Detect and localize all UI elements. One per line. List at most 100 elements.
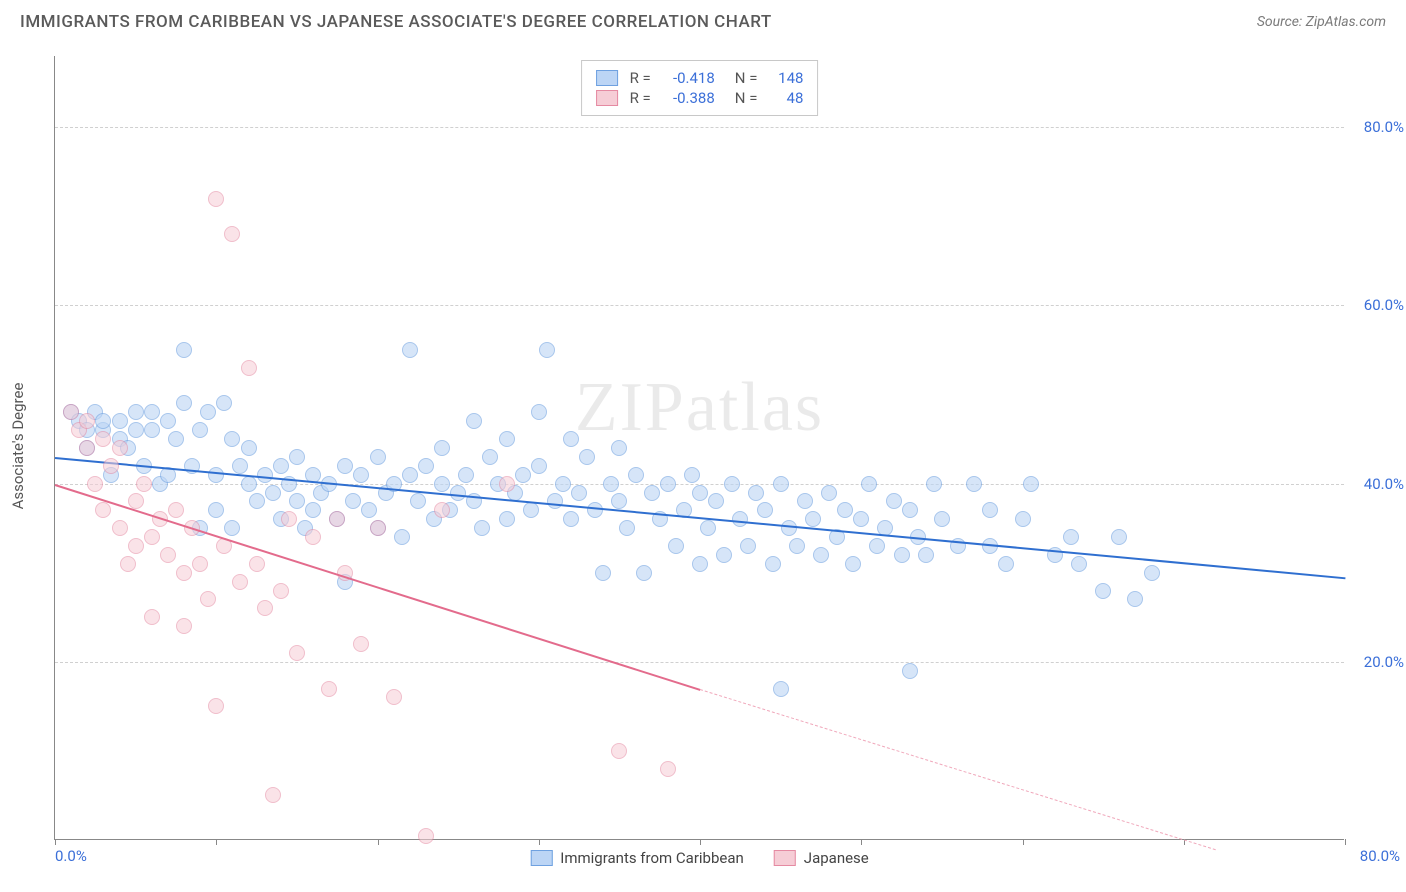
data-point [241,440,257,456]
data-point [208,191,224,207]
data-point [224,226,240,242]
data-point [112,413,128,429]
legend-item: Immigrants from Caribbean [530,849,744,867]
data-point [337,458,353,474]
watermark-text: ZIPatlas [575,368,824,448]
data-point [418,828,434,844]
data-point [555,476,571,492]
data-point [1015,511,1031,527]
data-point [644,485,660,501]
data-point [136,476,152,492]
data-point [789,538,805,554]
gridline [55,305,1344,306]
data-point [579,449,595,465]
data-point [394,529,410,545]
data-point [1095,583,1111,599]
data-point [353,636,369,652]
data-point [853,511,869,527]
data-point [95,431,111,447]
data-point [63,404,79,420]
data-point [103,458,119,474]
data-point [216,395,232,411]
n-label: N = [735,69,758,87]
data-point [273,583,289,599]
legend-swatch [596,70,618,86]
data-point [611,440,627,456]
data-point [450,485,466,501]
data-point [692,556,708,572]
data-point [773,476,789,492]
data-point [740,538,756,554]
data-point [241,476,257,492]
data-point [934,511,950,527]
data-point [200,404,216,420]
data-point [370,449,386,465]
y-tick-label: 20.0% [1349,653,1404,671]
data-point [563,511,579,527]
x-tick-mark [55,839,56,845]
data-point [402,342,418,358]
data-point [386,689,402,705]
data-point [232,574,248,590]
data-point [902,663,918,679]
legend-label: Japanese [804,849,869,867]
data-point [724,476,740,492]
data-point [208,698,224,714]
data-point [112,520,128,536]
y-tick-label: 40.0% [1349,475,1404,493]
stats-legend-row: R =-0.388N =48 [596,89,804,107]
data-point [628,467,644,483]
data-point [998,556,1014,572]
data-point [886,493,902,509]
data-point [281,511,297,527]
data-point [466,413,482,429]
n-label: N = [735,89,758,107]
data-point [87,476,103,492]
data-point [434,440,450,456]
chart-title: IMMIGRANTS FROM CARIBBEAN VS JAPANESE AS… [20,12,772,32]
data-point [716,547,732,563]
data-point [700,520,716,536]
data-point [474,520,490,536]
data-point [305,529,321,545]
data-point [869,538,885,554]
r-value: -0.418 [659,69,715,87]
data-point [837,502,853,518]
data-point [95,502,111,518]
data-point [499,511,515,527]
data-point [370,520,386,536]
x-tick-mark [1345,839,1346,845]
data-point [289,645,305,661]
data-point [1127,591,1143,607]
trendline [55,484,701,691]
data-point [434,502,450,518]
data-point [966,476,982,492]
data-point [1111,529,1127,545]
data-point [692,485,708,501]
data-point [813,547,829,563]
data-point [410,493,426,509]
x-tick-label: 80.0% [1360,847,1400,865]
data-point [1071,556,1087,572]
x-tick-mark [378,839,379,845]
data-point [192,422,208,438]
data-point [482,449,498,465]
data-point [144,609,160,625]
data-point [732,511,748,527]
x-tick-mark [216,839,217,845]
data-point [765,556,781,572]
x-tick-mark [861,839,862,845]
legend-label: Immigrants from Caribbean [560,849,744,867]
data-point [571,485,587,501]
data-point [587,502,603,518]
data-point [160,413,176,429]
trendline-dashed [700,689,1216,850]
source-credit: Source: ZipAtlas.com [1257,14,1386,30]
data-point [660,476,676,492]
data-point [144,422,160,438]
data-point [531,458,547,474]
x-tick-mark [1023,839,1024,845]
data-point [361,502,377,518]
data-point [499,476,515,492]
data-point [128,422,144,438]
